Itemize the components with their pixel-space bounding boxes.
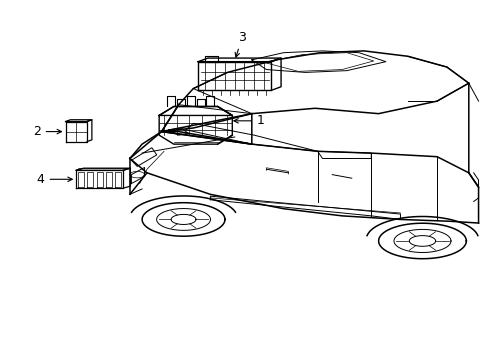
Text: 1: 1 xyxy=(233,114,264,127)
Text: 4: 4 xyxy=(37,173,72,186)
Text: 3: 3 xyxy=(235,31,245,57)
Text: 2: 2 xyxy=(33,125,61,138)
